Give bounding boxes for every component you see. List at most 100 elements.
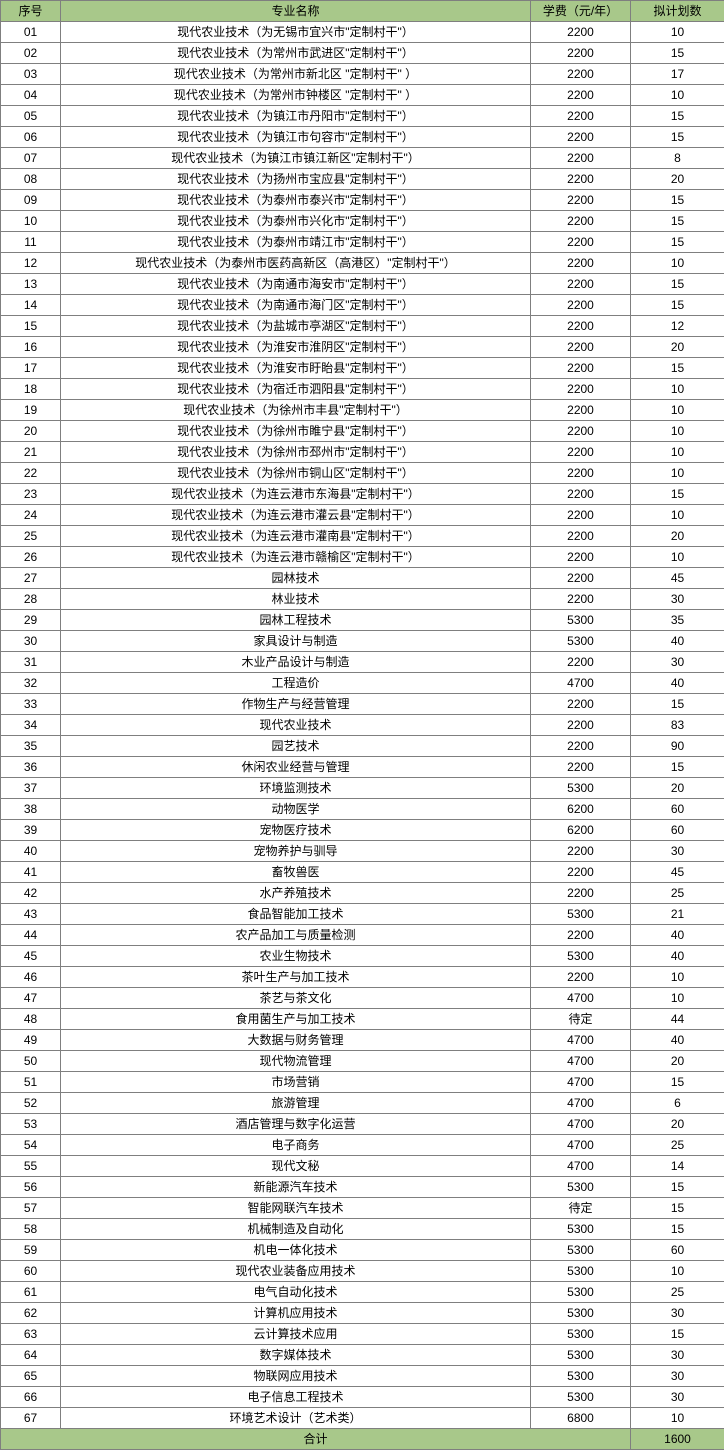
table-cell: 59: [1, 1240, 61, 1261]
table-cell: 5300: [531, 946, 631, 967]
table-row: 64数字媒体技术530030: [1, 1345, 724, 1366]
table-row: 07现代农业技术（为镇江市镇江新区"定制村干"）22008: [1, 148, 724, 169]
table-cell: 待定: [531, 1009, 631, 1030]
table-cell: 2200: [531, 337, 631, 358]
table-cell: 40: [1, 841, 61, 862]
table-cell: 5300: [531, 631, 631, 652]
table-cell: 现代农业技术（为徐州市睢宁县"定制村干"）: [61, 421, 531, 442]
table-cell: 电子信息工程技术: [61, 1387, 531, 1408]
table-cell: 15: [631, 358, 724, 379]
table-cell: 2200: [531, 400, 631, 421]
table-row: 57智能网联汽车技术待定15: [1, 1198, 724, 1219]
table-cell: 现代农业技术（为宿迁市泗阳县"定制村干"）: [61, 379, 531, 400]
table-cell: 31: [1, 652, 61, 673]
table-cell: 待定: [531, 1198, 631, 1219]
table-row: 67环境艺术设计（艺术类）680010: [1, 1408, 724, 1429]
table-cell: 现代农业技术（为泰州市靖江市"定制村干"）: [61, 232, 531, 253]
table-cell: 64: [1, 1345, 61, 1366]
table-row: 35园艺技术220090: [1, 736, 724, 757]
table-row: 04现代农业技术（为常州市钟楼区 "定制村干" ）220010: [1, 85, 724, 106]
table-cell: 40: [631, 946, 724, 967]
table-row: 11现代农业技术（为泰州市靖江市"定制村干"）220015: [1, 232, 724, 253]
table-cell: 35: [631, 610, 724, 631]
table-cell: 2200: [531, 148, 631, 169]
table-cell: 66: [1, 1387, 61, 1408]
table-cell: 15: [631, 127, 724, 148]
table-cell: 18: [1, 379, 61, 400]
table-cell: 65: [1, 1366, 61, 1387]
table-cell: 5300: [531, 1387, 631, 1408]
table-row: 15现代农业技术（为盐城市亭湖区"定制村干"）220012: [1, 316, 724, 337]
table-cell: 22: [1, 463, 61, 484]
table-cell: 10: [631, 1261, 724, 1282]
table-cell: 10: [631, 967, 724, 988]
table-cell: 15: [631, 1177, 724, 1198]
table-cell: 15: [631, 232, 724, 253]
table-cell: 43: [1, 904, 61, 925]
table-cell: 21: [1, 442, 61, 463]
table-cell: 机电一体化技术: [61, 1240, 531, 1261]
table-cell: 54: [1, 1135, 61, 1156]
table-cell: 6: [631, 1093, 724, 1114]
table-row: 63云计算技术应用530015: [1, 1324, 724, 1345]
table-cell: 67: [1, 1408, 61, 1429]
table-cell: 4700: [531, 1156, 631, 1177]
table-cell: 5300: [531, 1177, 631, 1198]
table-cell: 30: [631, 1366, 724, 1387]
table-cell: 30: [631, 1387, 724, 1408]
table-row: 08现代农业技术（为扬州市宝应县"定制村干"）220020: [1, 169, 724, 190]
table-cell: 34: [1, 715, 61, 736]
col-header-name: 专业名称: [61, 1, 531, 22]
table-cell: 云计算技术应用: [61, 1324, 531, 1345]
table-cell: 现代物流管理: [61, 1051, 531, 1072]
footer-label: 合计: [1, 1429, 631, 1450]
table-row: 16现代农业技术（为淮安市淮阴区"定制村干"）220020: [1, 337, 724, 358]
table-cell: 2200: [531, 862, 631, 883]
table-row: 58机械制造及自动化530015: [1, 1219, 724, 1240]
table-cell: 4700: [531, 988, 631, 1009]
table-cell: 智能网联汽车技术: [61, 1198, 531, 1219]
table-cell: 农业生物技术: [61, 946, 531, 967]
table-cell: 39: [1, 820, 61, 841]
table-cell: 宠物医疗技术: [61, 820, 531, 841]
table-cell: 25: [631, 1135, 724, 1156]
table-cell: 家具设计与制造: [61, 631, 531, 652]
table-cell: 2200: [531, 421, 631, 442]
table-cell: 现代农业技术（为连云港市灌南县"定制村干"）: [61, 526, 531, 547]
table-cell: 现代农业技术（为南通市海门区"定制村干"）: [61, 295, 531, 316]
table-cell: 24: [1, 505, 61, 526]
table-cell: 现代农业技术（为连云港市赣榆区"定制村干"）: [61, 547, 531, 568]
table-row: 46茶叶生产与加工技术220010: [1, 967, 724, 988]
table-cell: 现代农业技术（为常州市新北区 "定制村干" ）: [61, 64, 531, 85]
table-row: 39宠物医疗技术620060: [1, 820, 724, 841]
table-row: 51市场营销470015: [1, 1072, 724, 1093]
table-cell: 2200: [531, 505, 631, 526]
table-cell: 35: [1, 736, 61, 757]
table-cell: 02: [1, 43, 61, 64]
table-cell: 环境监测技术: [61, 778, 531, 799]
table-cell: 83: [631, 715, 724, 736]
table-cell: 08: [1, 169, 61, 190]
table-cell: 物联网应用技术: [61, 1366, 531, 1387]
table-cell: 25: [631, 1282, 724, 1303]
table-cell: 4700: [531, 1030, 631, 1051]
table-cell: 现代农业技术（为徐州市丰县"定制村干"）: [61, 400, 531, 421]
col-header-fee: 学费（元/年）: [531, 1, 631, 22]
table-cell: 10: [631, 85, 724, 106]
table-cell: 园林工程技术: [61, 610, 531, 631]
table-cell: 15: [1, 316, 61, 337]
table-cell: 园艺技术: [61, 736, 531, 757]
table-cell: 4700: [531, 1051, 631, 1072]
table-cell: 10: [631, 1408, 724, 1429]
table-cell: 2200: [531, 190, 631, 211]
table-row: 65物联网应用技术530030: [1, 1366, 724, 1387]
table-cell: 47: [1, 988, 61, 1009]
table-cell: 4700: [531, 673, 631, 694]
table-cell: 20: [1, 421, 61, 442]
table-cell: 畜牧兽医: [61, 862, 531, 883]
table-cell: 2200: [531, 253, 631, 274]
table-cell: 15: [631, 1198, 724, 1219]
table-cell: 01: [1, 22, 61, 43]
table-cell: 20: [631, 526, 724, 547]
table-cell: 4700: [531, 1114, 631, 1135]
